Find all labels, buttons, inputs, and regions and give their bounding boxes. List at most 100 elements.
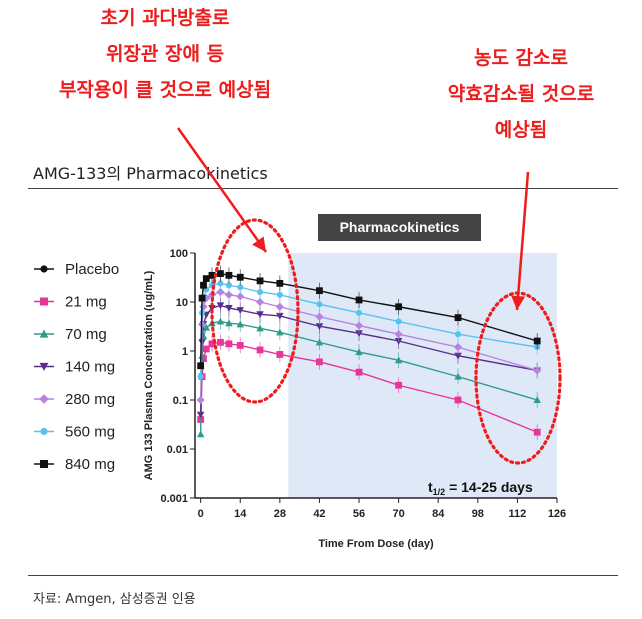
legend-marker-560-mg	[40, 427, 48, 436]
point-560-mg	[276, 291, 283, 298]
point-840-mg	[200, 281, 207, 289]
point-560-mg	[316, 301, 323, 308]
point-280-mg	[275, 302, 284, 311]
y-tick-label: 10	[176, 297, 188, 309]
point-140-mg	[276, 312, 284, 320]
point-560-mg	[197, 373, 204, 380]
point-70-mg	[202, 323, 211, 331]
point-840-mg	[197, 362, 205, 370]
legend-marker-70-mg	[39, 329, 49, 338]
point-140-mg	[454, 352, 462, 360]
x-tick-label: 84	[432, 508, 445, 520]
point-21-mg	[217, 338, 224, 346]
highlight-ellipse-early	[210, 218, 300, 404]
point-140-mg	[236, 307, 244, 314]
point-840-mg	[454, 314, 462, 322]
x-tick-label: 0	[198, 508, 204, 520]
chart-title: Pharmacokinetics	[340, 219, 460, 235]
point-280-mg	[315, 312, 324, 321]
point-21-mg	[454, 396, 462, 404]
point-560-mg	[454, 331, 462, 338]
point-840-mg	[225, 271, 233, 279]
point-840-mg	[217, 270, 224, 277]
annotation-left-line-3: 부작용이 클 것으로 예상됨	[58, 79, 272, 101]
point-21-mg	[276, 351, 284, 358]
point-70-mg	[315, 338, 324, 346]
point-21-mg	[316, 358, 323, 366]
point-21-mg	[355, 368, 363, 376]
point-280-mg	[354, 321, 364, 330]
point-840-mg	[276, 279, 284, 287]
point-280-mg	[533, 366, 542, 375]
legend-marker-21-mg	[40, 297, 48, 306]
legend-marker-840-mg	[40, 460, 48, 468]
shaded-region	[288, 253, 557, 498]
point-70-mg	[533, 396, 541, 404]
annotation-right-line-2: 약효감소될 것으로	[447, 83, 595, 105]
point-280-mg	[224, 290, 234, 299]
annotation-left: 초기 과다방출로 위장관 장애 등 부작용이 클 것으로 예상됨	[0, 0, 330, 108]
x-tick-label: 112	[509, 508, 527, 520]
point-21-mg	[533, 428, 541, 436]
annotation-left-line-2: 위장관 장애 등	[105, 43, 225, 65]
bottom-divider	[28, 575, 618, 576]
point-560-mg	[256, 288, 264, 296]
point-70-mg	[276, 328, 284, 336]
point-140-mg	[315, 323, 324, 330]
title-divider	[28, 188, 618, 189]
y-tick-label: 0.01	[167, 444, 188, 456]
arrow-right-head	[511, 295, 526, 310]
point-280-mg	[255, 297, 265, 307]
point-560-mg	[237, 284, 244, 291]
x-axis-label: Time From Dose (day)	[318, 538, 434, 550]
y-tick-label: 100	[170, 248, 188, 260]
legend-label-21-mg: 21 mg	[65, 294, 107, 311]
point-840-mg	[355, 296, 363, 304]
point-280-mg	[216, 287, 225, 297]
point-840-mg	[202, 275, 210, 283]
point-21-mg	[395, 381, 403, 389]
point-560-mg	[217, 280, 224, 287]
point-21-mg	[256, 346, 264, 354]
section-title: AMG-133의 Pharmacokinetics	[33, 164, 268, 183]
point-140-mg	[256, 311, 264, 319]
point-840-mg	[208, 271, 216, 279]
annotation-right-line-3: 예상됨	[494, 119, 548, 141]
annotation-right: 농도 감소로 약효감소될 것으로 예상됨	[400, 40, 642, 148]
point-840-mg	[236, 273, 244, 281]
arrow-right-shaft	[515, 171, 530, 311]
legend-label-840-mg: 840 mg	[65, 456, 115, 473]
point-70-mg	[394, 356, 403, 364]
arrow-left-head	[252, 236, 266, 252]
legend-label-140-mg: 140 mg	[65, 359, 115, 376]
point-560-mg	[225, 282, 232, 289]
point-70-mg	[236, 320, 244, 328]
x-tick-label: 14	[234, 508, 247, 520]
arrow-left-shaft	[176, 127, 268, 253]
point-70-mg	[355, 348, 363, 356]
point-21-mg	[236, 342, 244, 349]
half-life-annotation: t1/2 = 14-25 days	[428, 479, 533, 497]
legend-label-280-mg: 280 mg	[65, 391, 115, 408]
point-21-mg	[225, 340, 233, 348]
point-21-mg	[202, 345, 210, 353]
point-840-mg	[395, 303, 403, 311]
x-tick-label: 98	[472, 508, 484, 520]
x-tick-label: 42	[313, 508, 325, 520]
annotation-right-line-1: 농도 감소로	[473, 47, 568, 69]
source-note: 자료: Amgen, 삼성증권 인용	[33, 592, 196, 607]
point-140-mg	[355, 330, 363, 338]
point-70-mg	[216, 317, 225, 325]
legend-marker-280-mg	[39, 394, 49, 404]
point-280-mg	[453, 343, 463, 352]
annotation-left-line-1: 초기 과다방출로	[100, 7, 230, 29]
point-840-mg	[316, 287, 323, 295]
point-140-mg	[225, 305, 233, 312]
chart-title-banner	[318, 214, 481, 241]
point-140-mg	[216, 302, 225, 310]
point-70-mg	[225, 319, 233, 327]
y-tick-label: 0.1	[173, 395, 188, 407]
legend-marker-placebo	[40, 265, 48, 273]
point-560-mg	[395, 318, 402, 325]
